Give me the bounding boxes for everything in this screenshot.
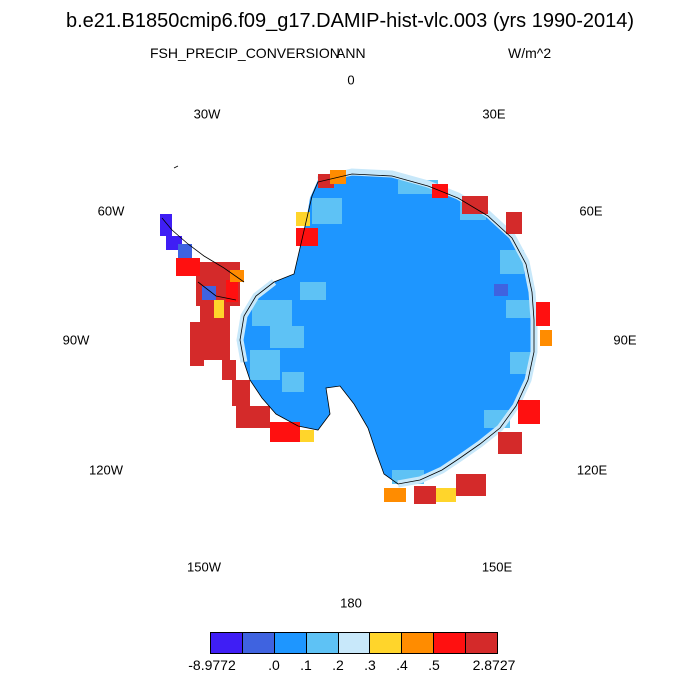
- colorbar-swatch: [211, 633, 243, 653]
- colorbar-label-2: .2: [332, 657, 344, 673]
- ice-sheet-interior: [240, 172, 534, 484]
- lon-label-120e: 120E: [576, 462, 608, 478]
- colorbar-label-0: .0: [268, 657, 280, 673]
- lon-label-180: 180: [340, 595, 362, 611]
- colorbar-label-3: .3: [364, 657, 376, 673]
- lon-label-30w: 30W: [193, 106, 221, 122]
- colorbar-swatch: [338, 633, 371, 653]
- colorbar-label-4: .4: [396, 657, 408, 673]
- colorbar-swatch: [370, 633, 403, 653]
- coastline: [161, 165, 535, 485]
- lon-label-90e: 90E: [613, 332, 637, 348]
- colorbar-label-min: -8.9772: [188, 657, 236, 673]
- colorbar: [210, 632, 498, 654]
- lon-label-90w: 90W: [62, 332, 90, 348]
- variable-name: FSH_PRECIP_CONVERSION: [150, 45, 340, 61]
- plot-title: b.e21.B1850cmip6.f09_g17.DAMIP-hist-vlc.…: [65, 10, 635, 32]
- lon-label-120w: 120W: [89, 462, 123, 478]
- colorbar-swatch: [434, 633, 467, 653]
- colorbar-label-max: 2.8727: [472, 657, 516, 673]
- colorbar-swatch: [242, 633, 275, 653]
- colorbar-swatch: [274, 633, 307, 653]
- lon-label-150e: 150E: [481, 559, 513, 575]
- colorbar-swatch: [306, 633, 339, 653]
- units-label: W/m^2: [508, 45, 552, 61]
- colorbar-swatch: [402, 633, 435, 653]
- lon-label-60w: 60W: [97, 203, 125, 219]
- lon-label-60e: 60E: [579, 203, 603, 219]
- lon-label-30e: 30E: [482, 106, 506, 122]
- colorbar-label-1: .1: [300, 657, 312, 673]
- peninsula-and-coastal-colored-cells: [160, 170, 552, 504]
- colorbar-swatch: [466, 633, 498, 653]
- lon-label-0: 0: [347, 72, 355, 88]
- colorbar-label-5: .5: [428, 657, 440, 673]
- season-label: ANN: [336, 45, 366, 61]
- lon-label-150w: 150W: [187, 559, 221, 575]
